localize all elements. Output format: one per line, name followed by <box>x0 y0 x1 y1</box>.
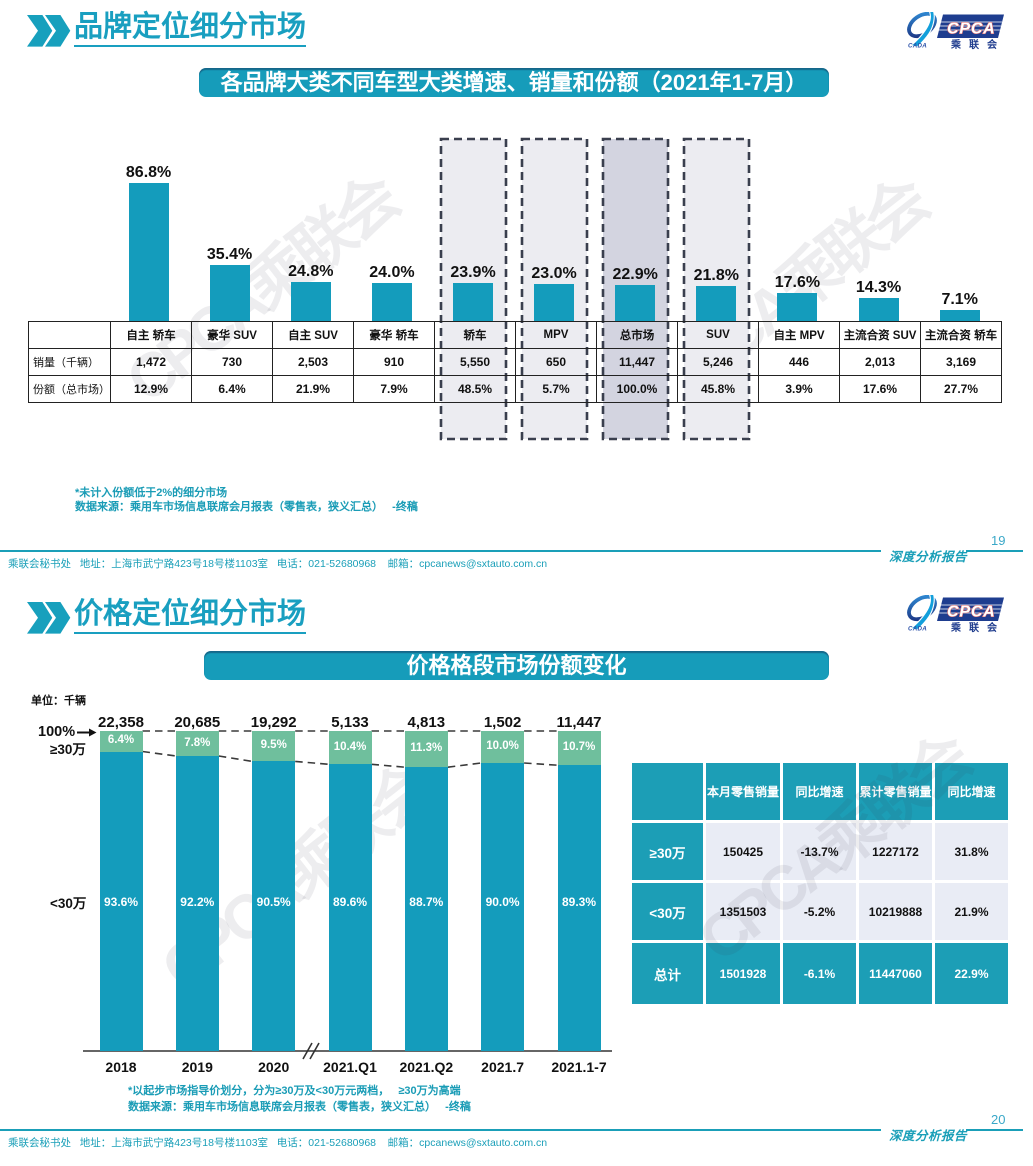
svg-text:乘联会: 乘联会 <box>950 38 1005 50</box>
svg-text:CADA: CADA <box>908 43 927 50</box>
svg-text:乘联会: 乘联会 <box>950 621 1005 633</box>
svg-text:CPCA: CPCA <box>947 604 996 621</box>
svg-text:CADA: CADA <box>908 626 927 633</box>
svg-text:CPCA: CPCA <box>947 21 996 38</box>
